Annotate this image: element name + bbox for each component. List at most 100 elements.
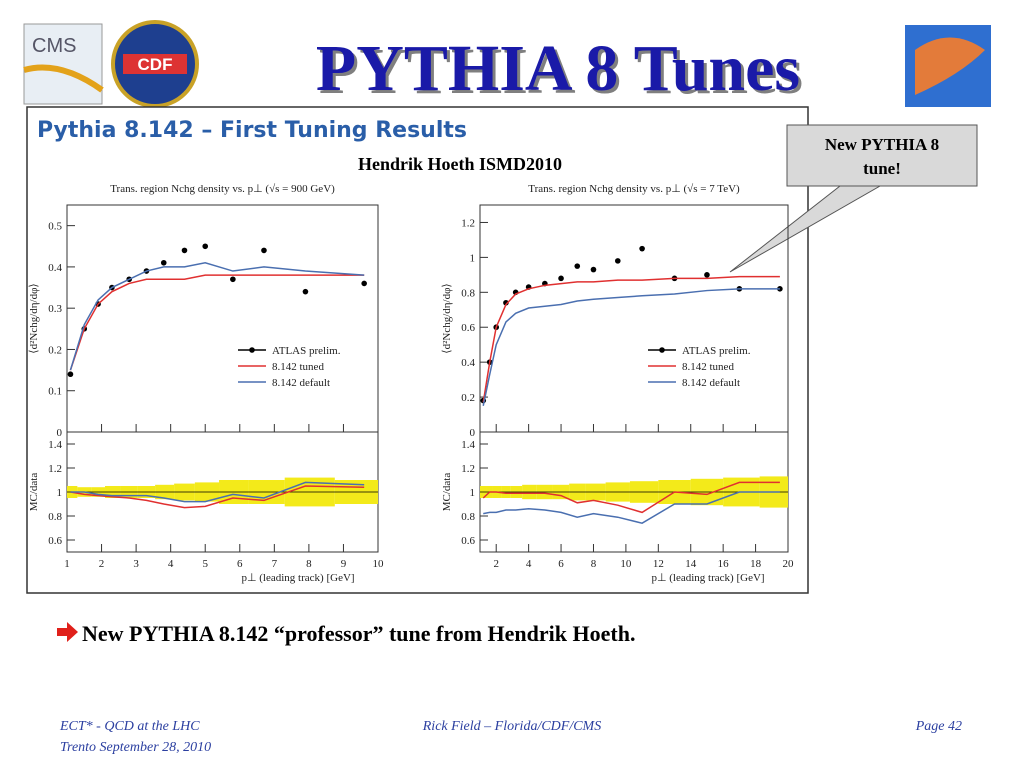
x-tick-label: 10 (373, 558, 385, 570)
x-tick-label: 3 (133, 558, 139, 570)
author: Hendrik Hoeth ISMD2010 (358, 154, 562, 174)
ratio-y-label: MC/data (441, 473, 453, 512)
chart-title: Trans. region Nchg density vs. p⊥ (√s = … (528, 183, 740, 195)
x-tick-label: 20 (783, 558, 795, 570)
ratio-y-tick-label: 0.8 (461, 511, 475, 523)
mc-line (482, 288, 780, 406)
mc-line (69, 274, 365, 371)
y-tick-label: 0.8 (461, 287, 475, 299)
footer-center: Rick Field – Florida/CDF/CMS (422, 719, 601, 734)
x-tick-label: 8 (306, 558, 312, 570)
ratio-line (70, 481, 365, 503)
y-tick-label: 1.2 (461, 217, 475, 229)
data-point (558, 275, 564, 282)
right-logo-shape (915, 37, 985, 95)
x-tick-label: 6 (237, 558, 243, 570)
ratio-y-tick-label: 0.6 (48, 535, 62, 547)
y-tick-label: 0.3 (48, 303, 62, 315)
data-point (160, 259, 167, 266)
ratio-line (482, 481, 780, 514)
data-point (503, 299, 509, 306)
x-tick-label: 7 (272, 558, 278, 570)
ratio-line (483, 491, 780, 525)
x-tick-label: 4 (526, 558, 532, 570)
x-tick-label: 1 (64, 558, 70, 570)
x-tick-label: 5 (202, 558, 208, 570)
legend-label: 8.142 tuned (272, 361, 324, 373)
y-tick-label: 0 (470, 427, 476, 439)
y-axis-label: ⟨d²Nchg/dη/dφ⟩ (441, 283, 453, 353)
cms-logo (23, 23, 103, 105)
ratio-y-tick-label: 1.4 (461, 439, 475, 451)
y-tick-label: 0 (57, 427, 63, 439)
callout-box (786, 124, 978, 187)
x-axis-label: p⊥ (leading track) [GeV] (241, 572, 354, 584)
y-tick-label: 0.4 (48, 262, 62, 274)
ratio-y-tick-label: 0.6 (461, 535, 475, 547)
cdf-logo-band (123, 54, 187, 74)
x-tick-label: 6 (558, 558, 564, 570)
ratio-line (70, 485, 365, 509)
ratio-y-tick-label: 1 (57, 487, 63, 499)
figure-frame (26, 106, 809, 594)
x-axis-label: p⊥ (leading track) [GeV] (651, 572, 764, 584)
x-tick-label: 12 (653, 558, 664, 570)
footer-left: ECT* - QCD at the LHC (59, 719, 200, 734)
data-point (181, 247, 188, 254)
y-axis-label: ⟨d²Nchg/dη/dφ⟩ (28, 283, 40, 353)
legend-label: ATLAS prelim. (682, 345, 751, 357)
x-tick-label: 18 (750, 558, 762, 570)
cms-logo-text: CMS (32, 35, 76, 57)
ratio-y-tick-label: 1.2 (48, 463, 62, 475)
x-tick-label: 10 (620, 558, 632, 570)
x-tick-label: 14 (685, 558, 697, 570)
ratio-y-tick-label: 1.2 (461, 463, 475, 475)
title-shadow: PYTHIA 8 Tunes (319, 35, 803, 108)
bullet-text: New PYTHIA 8.142 “professor” tune from H… (82, 621, 635, 646)
x-tick-label: 8 (591, 558, 597, 570)
slide-title: PYTHIA 8 Tunes (316, 32, 800, 105)
ratio-y-tick-label: 1.4 (48, 439, 62, 451)
legend-marker (249, 347, 255, 353)
data-point (202, 243, 209, 250)
legend-marker (659, 347, 665, 353)
chart-title: Trans. region Nchg density vs. p⊥ (√s = … (110, 183, 335, 195)
cdf-logo-text: CDF (138, 55, 173, 74)
ratio-y-label: MC/data (28, 473, 40, 512)
y-tick-label: 0.2 (461, 392, 475, 404)
callout-text: tune! (863, 159, 901, 178)
data-point (261, 247, 267, 254)
x-tick-label: 16 (718, 558, 730, 570)
data-point (574, 263, 581, 269)
bullet-arrow (57, 622, 78, 642)
legend-label: 8.142 default (682, 377, 740, 389)
legend-label: 8.142 tuned (682, 361, 734, 373)
x-tick-label: 2 (493, 558, 499, 570)
figure-heading: Pythia 8.142 – First Tuning Results (37, 118, 467, 143)
y-tick-label: 0.5 (48, 221, 62, 233)
data-point (230, 276, 236, 283)
y-tick-label: 0.6 (461, 322, 475, 334)
cms-logo-arc (23, 64, 104, 93)
data-point (67, 371, 74, 378)
legend-label: ATLAS prelim. (272, 345, 341, 357)
data-point (590, 266, 597, 273)
data-point (614, 258, 621, 264)
footer-left: Trento September 28, 2010 (60, 740, 211, 755)
data-point (639, 245, 645, 252)
data-point (704, 272, 710, 278)
ratio-y-tick-label: 0.8 (48, 511, 62, 523)
data-point (361, 280, 367, 287)
legend-label: 8.142 default (272, 377, 330, 389)
mc-line (482, 275, 780, 403)
data-point (302, 288, 309, 295)
y-tick-label: 0.1 (48, 386, 62, 398)
y-tick-label: 0.4 (461, 357, 475, 369)
x-tick-label: 2 (99, 558, 105, 570)
x-tick-label: 9 (341, 558, 347, 570)
x-tick-label: 4 (168, 558, 174, 570)
footer-right: Page 42 (915, 719, 962, 734)
y-tick-label: 1 (470, 252, 476, 264)
